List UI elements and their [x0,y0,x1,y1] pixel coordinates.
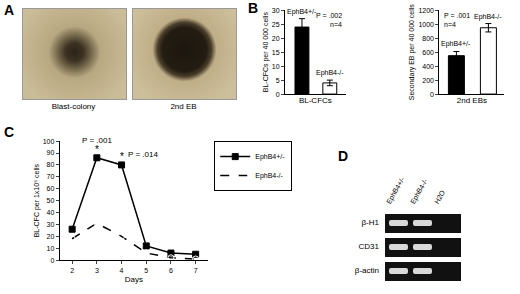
svg-text:P = .001: P = .001 [444,12,470,19]
svg-text:15: 15 [272,49,280,56]
html-text:β-H1: β-H1 [361,218,379,227]
svg-text:3: 3 [95,267,99,274]
svg-text:30: 30 [47,221,55,228]
svg-text:800: 800 [422,35,434,42]
html-text:A: A [4,2,15,18]
svg-text:70: 70 [47,173,55,180]
svg-text:5: 5 [276,77,280,84]
svg-text:50: 50 [47,197,55,204]
svg-text:30: 30 [272,7,280,14]
svg-text:10: 10 [47,245,55,252]
svg-text:400: 400 [422,63,434,70]
svg-text:EphB4+/-: EphB4+/- [441,40,471,48]
svg-text:100: 100 [43,138,55,145]
svg-text:40: 40 [47,209,55,216]
svg-text:n=4: n=4 [444,21,456,28]
svg-text:20: 20 [47,233,55,240]
svg-text:20: 20 [272,35,280,42]
svg-text:EphB4-/-: EphB4-/- [474,13,502,21]
svg-text:n=4: n=4 [330,21,342,28]
svg-text:5: 5 [144,267,148,274]
html-text:2nd EB: 2nd EB [170,102,197,111]
html-text:CD31: CD31 [358,242,379,251]
svg-text:60: 60 [47,185,55,192]
svg-text:EphB4-/-: EphB4-/- [255,172,283,180]
svg-text:6: 6 [169,267,173,274]
html-text:B: B [248,0,259,16]
svg-text:90: 90 [47,149,55,156]
svg-text:80: 80 [47,161,55,168]
svg-text:BL-CFCs: BL-CFCs [299,96,332,105]
html-text:EphB4+/-: EphB4+/- [384,176,406,205]
svg-text:2nd EBs: 2nd EBs [457,96,487,105]
svg-text:BL-CFC per 1x10⁵ cells: BL-CFC per 1x10⁵ cells [33,164,41,238]
svg-text:EphB4-/-: EphB4-/- [316,69,344,77]
svg-text:1000: 1000 [418,21,434,28]
svg-text:*: * [120,151,124,162]
html-text:C: C [4,124,15,140]
svg-text:Days: Days [125,275,143,284]
svg-text:0: 0 [50,257,54,264]
svg-text:P = .001: P = .001 [82,136,112,145]
svg-text:Secondary EB per 40 000 cells: Secondary EB per 40 000 cells [408,4,416,101]
html-text:β-actin: β-actin [354,266,379,275]
svg-text:*: * [95,144,99,155]
svg-text:2: 2 [70,267,74,274]
svg-text:7: 7 [194,267,198,274]
svg-text:BL-CFCs per 40 000 cells: BL-CFCs per 40 000 cells [262,12,270,93]
svg-text:10: 10 [272,63,280,70]
html-text:EphB4-/-: EphB4-/- [408,177,429,205]
svg-text:0: 0 [276,91,280,98]
svg-text:EphB4+/-: EphB4+/- [255,153,285,161]
svg-text:25: 25 [272,21,280,28]
svg-text:EphB4+/-: EphB4+/- [287,8,317,16]
svg-text:1200: 1200 [418,7,434,14]
svg-text:P = .002: P = .002 [316,12,342,19]
svg-text:600: 600 [422,49,434,56]
svg-text:0: 0 [430,91,434,98]
html-text:Blast-colony: Blast-colony [51,102,96,111]
svg-text:200: 200 [422,77,434,84]
html-text:H2O: H2O [432,189,447,205]
html-text:D: D [338,148,349,164]
svg-text:4: 4 [120,267,124,274]
svg-text:P = .014: P = .014 [128,150,158,159]
